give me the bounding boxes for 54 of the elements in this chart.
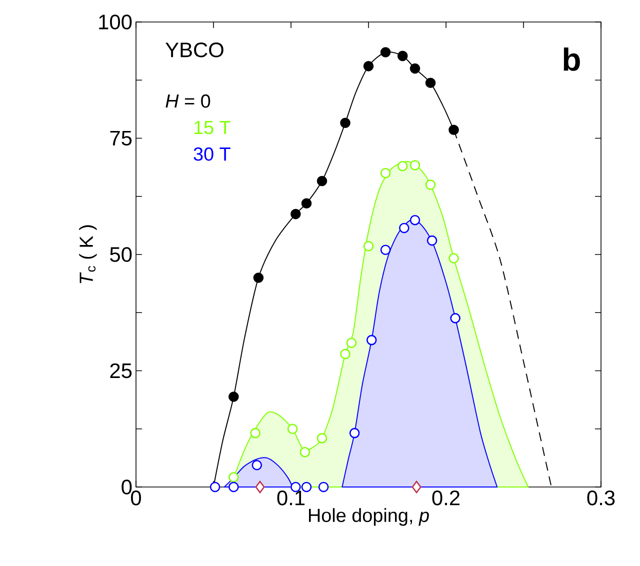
point: [380, 168, 391, 178]
point: [210, 482, 220, 492]
y-tick-label: 0: [122, 480, 132, 494]
point: [340, 118, 350, 128]
x-axis-title: Hole doping, p: [309, 508, 429, 526]
point: [228, 482, 239, 492]
y-axis-title: T$_{c}$ ( K ): [79, 225, 97, 284]
point: [349, 428, 360, 438]
annotation: YBCO: [166, 42, 224, 58]
point: [290, 208, 301, 220]
point: [255, 480, 265, 494]
point: [380, 47, 391, 58]
point: [252, 460, 262, 470]
point: [399, 222, 410, 234]
point: [346, 338, 357, 348]
point: [380, 244, 391, 255]
point: [397, 50, 408, 62]
point: [366, 334, 377, 346]
point: [318, 482, 329, 492]
point: [287, 424, 298, 434]
text: 30 T: [194, 147, 230, 161]
point: [363, 61, 374, 72]
point: [300, 446, 310, 458]
point: [410, 63, 420, 74]
point: [425, 180, 436, 190]
y-tick-label: 25: [110, 363, 132, 378]
point: [228, 392, 239, 402]
x-tick-label: 0.2: [432, 490, 460, 506]
point: [426, 235, 438, 246]
point: [450, 313, 460, 324]
point: [363, 240, 374, 252]
point: [316, 176, 328, 186]
point: [410, 160, 420, 170]
point: [397, 160, 408, 172]
text: 15 T: [194, 120, 230, 134]
y-tick-label: 100: [99, 14, 132, 30]
text: H = 0: [166, 94, 210, 108]
annotation: b: [564, 47, 580, 71]
point: [410, 214, 420, 226]
point: [340, 348, 350, 360]
point: [316, 433, 328, 444]
point: [301, 198, 312, 208]
point: [253, 272, 264, 283]
y-tick-label: 50: [110, 247, 132, 262]
point: [250, 428, 260, 438]
point: [448, 253, 459, 264]
point: [425, 78, 436, 88]
point: [448, 124, 459, 136]
point: [228, 472, 239, 482]
point: [301, 482, 312, 492]
y-tick-label: 75: [110, 130, 132, 146]
x-tick-label: 0.3: [587, 490, 615, 506]
point: [412, 480, 422, 494]
x-tick-label: 0.1: [277, 490, 305, 506]
